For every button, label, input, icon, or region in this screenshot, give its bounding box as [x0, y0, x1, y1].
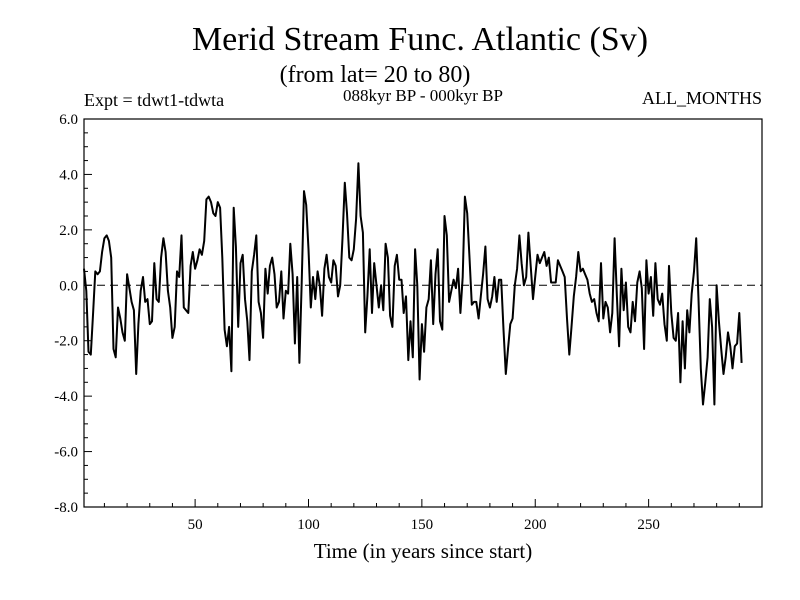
y-tick-label: 6.0 [59, 112, 78, 128]
y-axis: -8.0 -6.0 -4.0 -2.0 0.0 2.0 4.0 6.0 [54, 112, 92, 516]
x-tick-label: 250 [637, 517, 660, 533]
x-tick-label: 50 [188, 517, 203, 533]
y-tick-label: -6.0 [54, 445, 78, 461]
y-tick-label: -4.0 [54, 389, 78, 405]
plot-frame [83, 118, 763, 508]
y-tick-label: -2.0 [54, 334, 78, 350]
x-tick-label: 150 [411, 517, 434, 533]
experiment-label: Expt = tdwt1-tdwta [84, 90, 224, 110]
chart-subtitle: (from lat= 20 to 80) [280, 62, 471, 88]
x-axis-label: Time (in years since start) [314, 539, 533, 563]
data-series-line [83, 162, 743, 406]
y-tick-label: -8.0 [54, 500, 78, 516]
time-range-label: 088kyr BP - 000kyr BP [343, 86, 503, 105]
y-tick-label: 0.0 [59, 278, 78, 294]
x-tick-label: 100 [297, 517, 320, 533]
chart-title: Merid Stream Func. Atlantic (Sv) [192, 21, 648, 58]
y-tick-label: 4.0 [59, 167, 78, 183]
y-tick-label: 2.0 [59, 223, 78, 239]
months-label: ALL_MONTHS [642, 88, 762, 108]
x-axis: 50 100 150 200 250 [103, 499, 740, 533]
x-tick-label: 200 [524, 517, 547, 533]
